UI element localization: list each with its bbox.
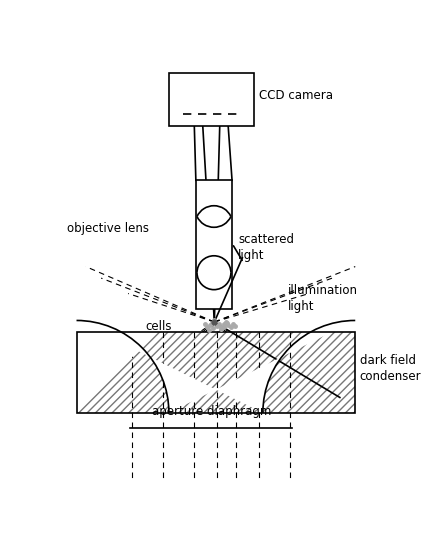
Polygon shape — [77, 320, 169, 413]
Bar — [77, 332, 354, 413]
Polygon shape — [77, 320, 354, 413]
Text: cells: cells — [145, 320, 172, 333]
Text: scattered
light: scattered light — [238, 233, 294, 262]
Text: objective lens: objective lens — [66, 222, 148, 234]
Text: dark field
condenser: dark field condenser — [359, 354, 421, 383]
Text: aperture diaphragm: aperture diaphragm — [152, 405, 271, 418]
Bar — [169, 72, 253, 127]
Polygon shape — [262, 320, 354, 413]
Text: CCD camera: CCD camera — [258, 89, 332, 102]
Text: illumination
light: illumination light — [287, 284, 356, 314]
Bar — [195, 180, 231, 309]
Bar — [77, 332, 354, 413]
